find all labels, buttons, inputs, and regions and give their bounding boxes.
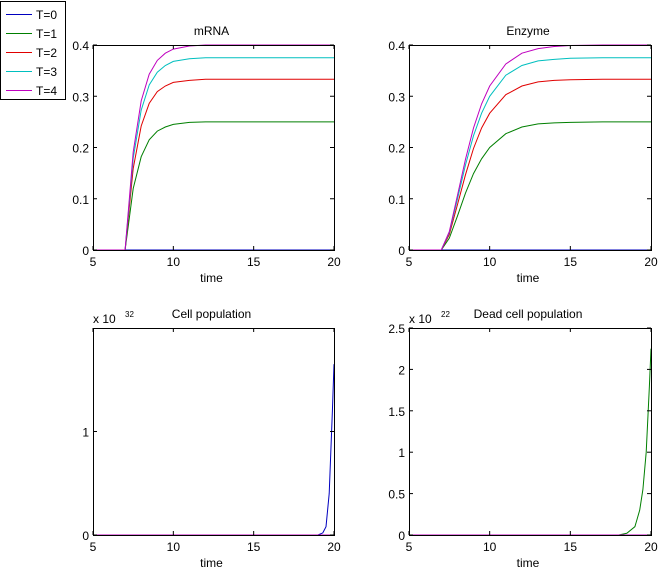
x-tick-label: 10 (483, 255, 497, 269)
legend-item-t1: T=1 (1, 24, 65, 43)
series-line-t1 (93, 121, 334, 251)
chart-dead-cell-population: 5 10 15 20 0 0.5 1 1.5 2 2.5 Dead cell population t… (388, 307, 658, 570)
x-axis-label: time (517, 271, 540, 285)
y-tick-label: 1.5 (388, 405, 405, 419)
chart-title: Cell population (172, 307, 251, 321)
y-tick-label: 1 (398, 446, 405, 460)
legend-label: T=3 (36, 64, 58, 79)
y-tick-label: 0.3 (388, 90, 405, 104)
plot-area (93, 328, 334, 535)
y-tick-label: 1 (82, 426, 89, 440)
x-tick-label: 5 (406, 255, 413, 269)
y-tick-label: 0.5 (388, 488, 405, 502)
y-tick-label: 2.5 (388, 322, 405, 336)
y-exponent-label: x 10 (93, 312, 116, 326)
y-tick-label: 0.2 (388, 142, 405, 156)
x-tick-label: 10 (167, 540, 181, 554)
x-tick-label: 10 (167, 255, 181, 269)
x-axis-label: time (200, 271, 223, 285)
legend-item-t4: T=4 (1, 81, 65, 100)
legend-label: T=0 (36, 7, 58, 22)
x-tick-label: 20 (327, 255, 341, 269)
legend-item-t0: T=0 (1, 5, 65, 24)
y-tick-label: 0.4 (72, 39, 89, 53)
y-tick-label: 0.2 (72, 142, 89, 156)
chart-enzyme: 5 10 15 20 0 0.1 0.2 0.3 0.4 Enzyme time (388, 24, 658, 285)
y-exponent-power: 32 (125, 310, 134, 319)
x-tick-label: 5 (90, 540, 97, 554)
x-tick-label: 10 (483, 540, 497, 554)
y-tick-label: 0 (398, 529, 405, 543)
y-tick-label: 0 (82, 529, 89, 543)
y-tick-label: 0.1 (72, 193, 89, 207)
legend-swatch (6, 52, 32, 53)
legend-swatch (6, 90, 32, 91)
y-tick-label: 0 (398, 244, 405, 258)
y-tick-label: 0 (82, 244, 89, 258)
x-tick-label: 20 (644, 540, 658, 554)
x-tick-label: 5 (406, 540, 413, 554)
chart-mrna: 5 10 15 20 0 0.1 0.2 0.3 0.4 mRNA time (72, 24, 341, 285)
plot-area (409, 45, 651, 250)
x-tick-label: 15 (564, 255, 578, 269)
x-tick-label: 15 (247, 540, 261, 554)
y-exponent-label: x 10 (409, 312, 432, 326)
x-tick-label: 15 (247, 255, 261, 269)
legend-label: T=1 (36, 26, 58, 41)
axes-box (409, 328, 652, 536)
chart-title: Enzyme (506, 24, 550, 38)
y-tick-label: 0.3 (72, 90, 89, 104)
chart-cell-population: 5 10 15 20 0 1 Cell population time x 10 32 (82, 307, 341, 570)
chart-title: Dead cell population (474, 307, 583, 321)
x-tick-label: 20 (327, 540, 341, 554)
y-tick-label: 0.4 (388, 39, 405, 53)
legend-swatch (6, 33, 32, 34)
chart-title: mRNA (194, 24, 229, 38)
legend-label: T=4 (36, 83, 58, 98)
y-exponent-power: 22 (441, 310, 450, 319)
legend-item-t3: T=3 (1, 62, 65, 81)
x-axis-label: time (200, 556, 223, 570)
plot-area (409, 328, 651, 535)
y-tick-label: 0.1 (388, 193, 405, 207)
legend-label: T=2 (36, 45, 58, 60)
legend-swatch (6, 71, 32, 72)
x-axis-label: time (517, 556, 540, 570)
x-tick-label: 15 (564, 540, 578, 554)
legend: T=0 T=1 T=2 T=3 T=4 (0, 1, 66, 100)
legend-item-t2: T=2 (1, 43, 65, 62)
x-tick-label: 20 (644, 255, 658, 269)
y-tick-label: 2 (398, 363, 405, 377)
x-tick-label: 5 (90, 255, 97, 269)
series-line-t1 (409, 121, 651, 251)
legend-swatch (6, 14, 32, 15)
